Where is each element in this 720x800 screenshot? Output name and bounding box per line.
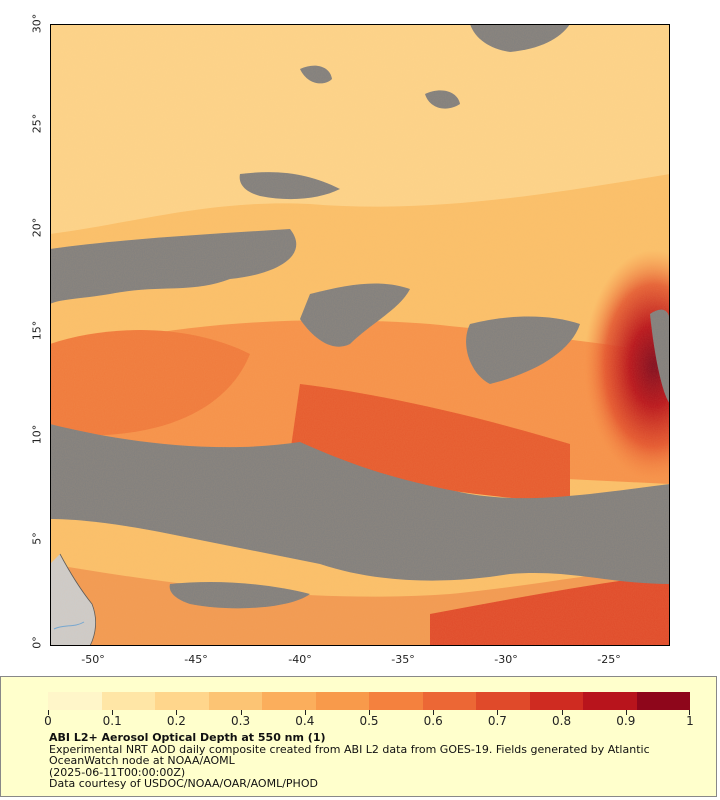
legend-description-cont: OceanWatch node at NOAA/AOML [49,754,235,768]
aod-texture [50,24,670,646]
aod-map[interactable] [50,24,670,646]
colorbar-label: 0.6 [423,714,443,728]
colorbar-label: 0.3 [231,714,251,728]
colorbar-segment [262,692,316,710]
colorbar-tick [689,710,690,715]
legend-title: ABI L2+ Aerosol Optical Depth at 550 nm … [49,731,326,744]
colorbar-segment [155,692,209,710]
legend-credit: Data courtesy of USDOC/NOAA/OAR/AOML/PHO… [49,777,318,791]
colorbar-label: 0.8 [552,714,572,728]
colorbar-label: 0.9 [616,714,636,728]
colorbar-label: 0.2 [166,714,186,728]
lat-label-25: 25° [30,113,44,134]
colorbar [48,692,690,710]
colorbar-segment [101,692,155,710]
lat-label-15: 15° [30,320,44,341]
colorbar-label: 0.1 [102,714,122,728]
colorbar-label: 0.4 [295,714,315,728]
lon-label-minus25: -25° [597,653,621,666]
legend-text: ABI L2+ Aerosol Optical Depth at 550 nm … [49,732,650,790]
colorbar-segment [476,692,530,710]
colorbar-tick [369,710,370,715]
lon-label-minus35: -35° [391,653,415,666]
legend-panel: ABI L2+ Aerosol Optical Depth at 550 nm … [0,676,717,797]
colorbar-tick [497,710,499,715]
colorbar-tick [304,710,306,715]
legend-timestamp: (2025-06-11T00:00:00Z) [49,765,186,779]
lon-label-minus50: -50° [81,653,105,666]
colorbar-segment [48,692,102,710]
colorbar-tick [176,710,178,715]
colorbar-tick [625,710,627,715]
colorbar-segment [422,692,476,710]
colorbar-label: 0.5 [359,714,379,728]
lat-label-10: 10° [30,424,44,445]
colorbar-label: 0 [44,714,52,728]
lat-label-5: 5° [30,532,44,545]
lon-label-minus30: -30° [494,653,518,666]
lat-label-20: 20° [30,217,44,238]
lat-label-0: 0° [30,636,44,649]
colorbar-segment [315,692,369,710]
lon-label-minus45: -45° [184,653,208,666]
legend-description: Experimental NRT AOD daily composite cre… [49,742,650,756]
colorbar-tick [48,710,49,715]
colorbar-tick [112,710,114,715]
colorbar-tick [561,710,563,715]
lon-label-minus40: -40° [288,653,312,666]
colorbar-tick [240,710,242,715]
aod-field [50,24,670,646]
colorbar-label: 1 [686,714,694,728]
colorbar-label: 0.7 [487,714,507,728]
colorbar-segment [529,692,583,710]
colorbar-tick [433,710,435,715]
colorbar-segment [636,692,690,710]
colorbar-ticks [48,710,690,716]
colorbar-segment [208,692,262,710]
colorbar-segment [583,692,637,710]
colorbar-segment [369,692,423,710]
lat-label-30: 30° [30,13,44,34]
